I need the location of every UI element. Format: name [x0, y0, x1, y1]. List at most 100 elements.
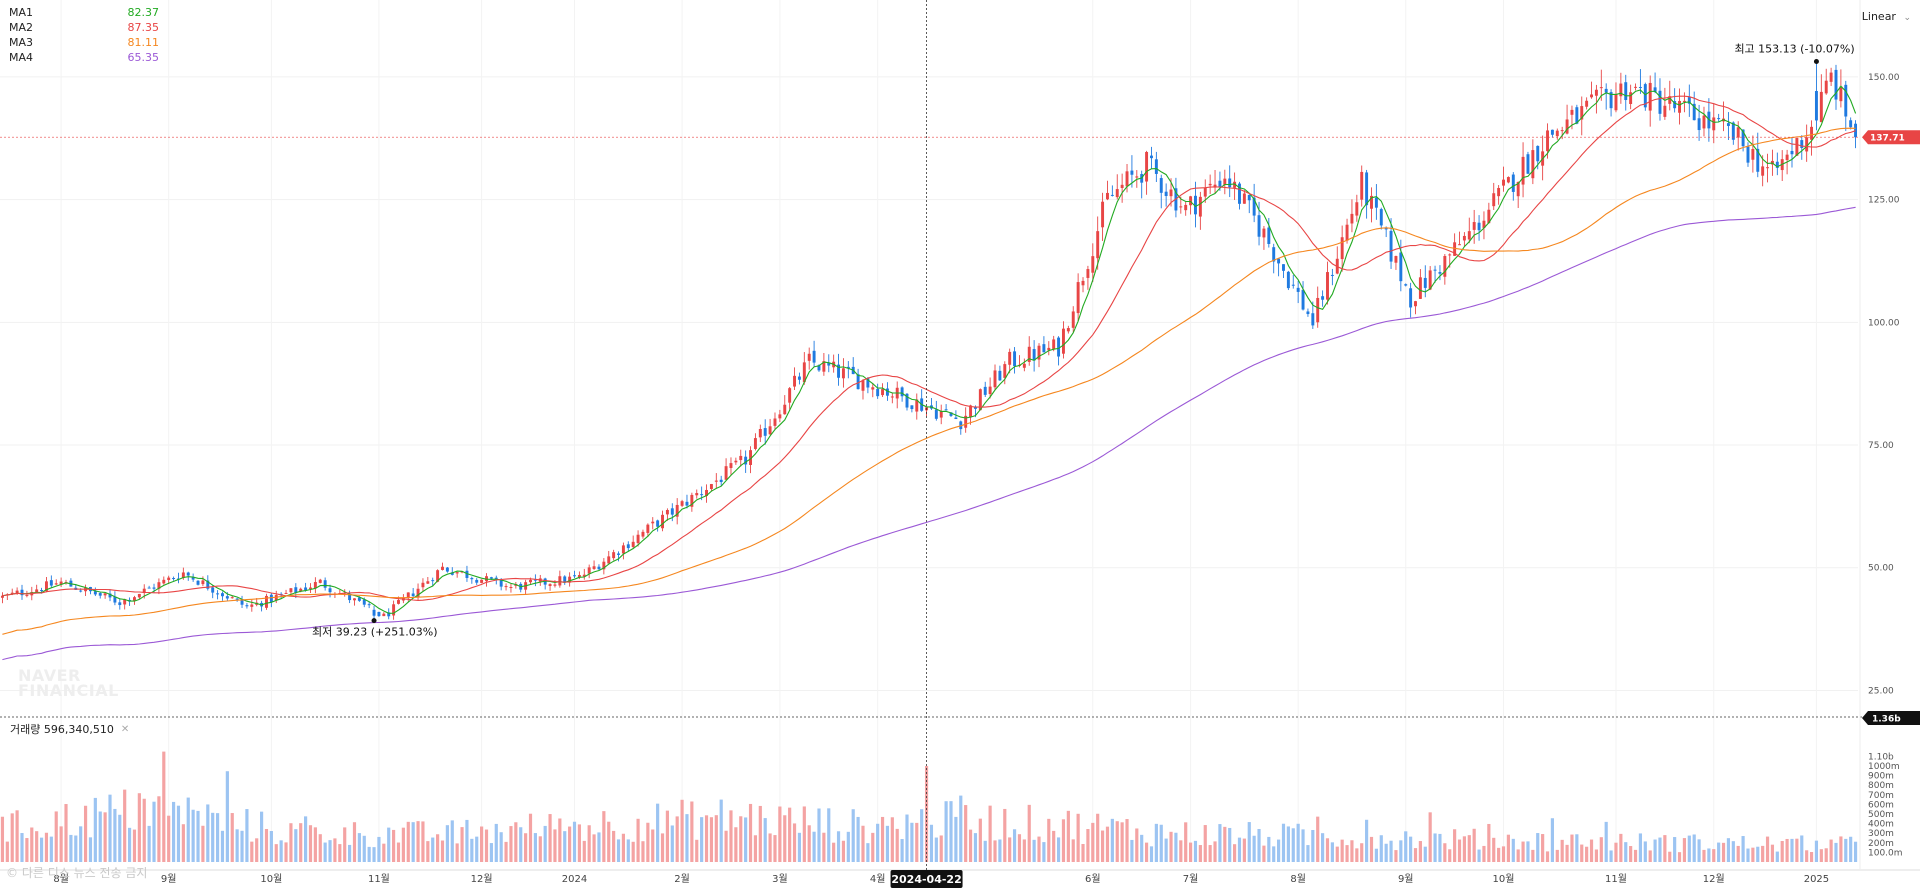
candle-body — [79, 590, 83, 592]
volume-bar — [1179, 840, 1183, 862]
volume-bar — [1198, 845, 1202, 862]
volume-bar — [255, 838, 259, 862]
volume-bar — [890, 817, 894, 862]
volume-bar — [714, 815, 718, 862]
candle-body — [724, 466, 728, 480]
volume-bar — [748, 803, 753, 862]
volume-bar — [783, 815, 787, 862]
candle-body — [191, 577, 195, 580]
candle-body — [240, 599, 244, 605]
candle-body — [993, 370, 997, 388]
volume-bar — [1482, 845, 1486, 862]
volume-bar — [1056, 837, 1061, 862]
volume-bar — [64, 804, 68, 862]
candle-body — [1350, 213, 1354, 224]
volume-bar — [1091, 822, 1095, 862]
candle-body — [35, 589, 39, 593]
volume-bar — [1100, 830, 1105, 862]
candle-body — [1526, 154, 1530, 174]
volume-bar — [1726, 838, 1731, 862]
candle-body — [1228, 178, 1232, 188]
volume-bar — [812, 831, 816, 862]
volume-bar — [108, 794, 112, 862]
volume-bar — [343, 827, 347, 862]
volume-bar — [113, 808, 117, 862]
volume-bar — [69, 834, 73, 862]
volume-bar — [538, 836, 542, 862]
close-icon[interactable]: ✕ — [120, 723, 130, 735]
candle-body — [1521, 156, 1525, 185]
volume-bar — [709, 817, 714, 862]
candle-body — [397, 600, 400, 604]
candle-body — [1301, 289, 1305, 310]
ma-legend: MA1 82.37 MA2 87.35 MA3 81.11 MA4 65.35 — [9, 5, 159, 65]
candle-body — [1428, 270, 1432, 290]
volume-bar — [1061, 819, 1066, 862]
volume-bar — [1423, 846, 1427, 862]
volume-bar — [1032, 839, 1036, 862]
volume-bar — [685, 814, 689, 862]
candle-body — [225, 596, 229, 599]
volume-bar — [524, 833, 528, 862]
candle-body — [455, 572, 459, 574]
volume-bar — [49, 836, 53, 862]
x-tick-label: 3월 — [772, 873, 788, 885]
volume-bar — [54, 811, 58, 862]
candle-body — [1702, 115, 1706, 129]
candle-body — [1169, 189, 1173, 197]
candle-body — [1384, 227, 1388, 230]
volume-bar — [411, 822, 415, 862]
candle-body — [1409, 288, 1413, 308]
candle-body — [1306, 311, 1310, 315]
candle-body — [1854, 123, 1858, 138]
volume-bar — [98, 811, 102, 862]
volume-bar — [1218, 824, 1222, 862]
volume-tick-label: 1000m — [1868, 762, 1900, 772]
volume-bar — [1233, 844, 1237, 862]
candle-body — [1238, 183, 1241, 204]
volume-bar — [988, 805, 992, 862]
candle-body — [1751, 148, 1755, 160]
volume-bar — [1453, 829, 1457, 862]
volume-bar — [147, 825, 151, 862]
candle-body — [186, 572, 190, 576]
volume-legend: 거래량 596,340,510 ✕ — [10, 721, 129, 737]
ma4-label: MA4 — [9, 51, 34, 64]
candle-body — [1379, 209, 1383, 226]
candle-body — [1370, 195, 1373, 209]
candle-body — [1678, 100, 1682, 113]
volume-bar — [1648, 850, 1652, 862]
volume-bar — [1237, 837, 1242, 862]
volume-bar — [915, 822, 919, 862]
candle-body — [1795, 138, 1799, 156]
volume-bar — [1252, 835, 1256, 862]
candle-body — [1115, 189, 1119, 198]
ma-row-4: MA4 65.35 — [9, 50, 159, 65]
volume-bar — [626, 839, 630, 862]
volume-bar — [621, 833, 625, 862]
volume-bar — [1805, 850, 1809, 862]
candle-body — [426, 581, 430, 584]
candle-body — [1585, 100, 1589, 107]
candle-body — [837, 364, 841, 378]
volume-bar — [533, 833, 537, 862]
volume-bar — [284, 842, 288, 862]
candle-body — [445, 567, 449, 572]
candle-body — [450, 572, 454, 575]
volume-bar — [1682, 838, 1687, 862]
volume-bar — [788, 807, 792, 862]
volume-bar — [778, 806, 782, 862]
candle-body — [998, 370, 1002, 381]
volume-bar — [475, 836, 479, 862]
volume-bar — [1433, 833, 1437, 862]
candle-body — [411, 593, 415, 597]
volume-bar — [274, 844, 278, 862]
volume-bar — [1149, 846, 1154, 862]
scale-mode-dropdown[interactable]: Linear ⌄ — [1862, 10, 1911, 23]
volume-bar — [83, 805, 88, 862]
candle-body — [172, 578, 176, 580]
volume-bar — [763, 818, 767, 862]
candle-body — [1536, 145, 1540, 162]
